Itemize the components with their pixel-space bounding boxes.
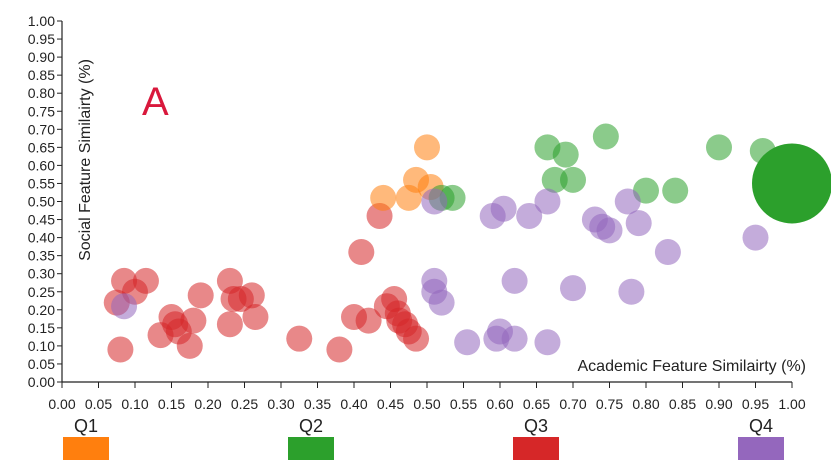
x-tick-label: 0.75 xyxy=(596,396,623,412)
data-point-q4 xyxy=(534,188,561,215)
panel-label: A xyxy=(142,80,169,124)
y-tick-label: 0.10 xyxy=(28,338,55,354)
x-tick-label: 0.55 xyxy=(450,396,477,412)
data-point-q2 xyxy=(560,166,586,193)
x-tick-label: 0.25 xyxy=(231,396,258,412)
data-point-q3 xyxy=(216,311,243,338)
y-tick-labels: 0.00 0.05 0.10 0.15 0.20 0.25 0.30 0.35 0.40 0.45… xyxy=(28,13,62,390)
y-tick-label: 0.95 xyxy=(28,31,55,47)
y-tick-label: 0.05 xyxy=(28,356,55,372)
data-point-q2 xyxy=(706,134,732,161)
data-point-q4 xyxy=(742,224,769,251)
y-tick-label: 1.00 xyxy=(28,13,55,29)
x-axis-title: Academic Feature Similairty (%) xyxy=(578,358,807,375)
data-point-q3 xyxy=(238,282,265,309)
data-point-q4 xyxy=(618,278,645,305)
data-point-q3 xyxy=(176,332,203,359)
data-point-q4 xyxy=(428,289,455,316)
x-tick-label: 0.30 xyxy=(267,396,294,412)
data-point-q3 xyxy=(132,267,159,294)
y-tick-label: 0.85 xyxy=(28,67,55,83)
y-tick-label: 0.25 xyxy=(28,284,55,300)
x-tick-labels: 0.00 0.05 0.10 0.15 0.20 0.25 0.30 0.35 0.40 0.45… xyxy=(48,382,806,412)
data-point-q3 xyxy=(355,307,382,334)
legend-swatch-q1 xyxy=(63,437,109,460)
legend-label-q1: Q1 xyxy=(74,416,98,436)
data-point-q4 xyxy=(516,202,543,229)
x-tick-label: 0.10 xyxy=(121,396,148,412)
x-tick-label: 0.35 xyxy=(304,396,331,412)
data-point-q3 xyxy=(107,336,134,363)
data-point-q2 xyxy=(552,141,579,168)
y-tick-label: 0.55 xyxy=(28,175,55,191)
x-tick-label: 0.20 xyxy=(194,396,221,412)
x-tick-label: 0.60 xyxy=(486,396,513,412)
x-tick-label: 0.50 xyxy=(413,396,440,412)
y-axis-title: Social Feature Similairty (%) xyxy=(77,59,94,261)
y-tick-label: 0.45 xyxy=(28,212,55,228)
legend-swatch-q3 xyxy=(513,437,559,460)
y-tick-label: 0.40 xyxy=(28,230,55,246)
data-point-q2 xyxy=(592,123,619,150)
x-tick-label: 0.70 xyxy=(559,396,586,412)
data-point-q1 xyxy=(414,134,440,161)
data-point-q2 xyxy=(752,143,831,224)
data-point-q4 xyxy=(614,188,641,215)
y-tick-label: 0.70 xyxy=(28,121,55,137)
data-point-q3 xyxy=(403,325,430,352)
x-tick-label: 0.15 xyxy=(158,396,185,412)
legend-swatch-q4 xyxy=(738,437,784,460)
y-tick-label: 0.50 xyxy=(28,194,55,210)
x-tick-label: 0.45 xyxy=(377,396,404,412)
data-point-q4 xyxy=(454,329,481,356)
y-tick-label: 0.15 xyxy=(28,320,55,336)
y-tick-label: 0.75 xyxy=(28,103,55,119)
data-point-q4 xyxy=(534,329,561,356)
y-tick-label: 0.30 xyxy=(28,266,55,282)
data-point-q1 xyxy=(370,184,397,211)
legend-label-q2: Q2 xyxy=(299,416,323,436)
legend-label-q4: Q4 xyxy=(749,416,773,436)
legend-label-q3: Q3 xyxy=(524,416,548,436)
points-layer xyxy=(103,123,831,363)
legend: Q1 Q2 Q3 Q4 xyxy=(63,416,784,460)
x-tick-label: 0.00 xyxy=(48,396,75,412)
x-tick-label: 0.95 xyxy=(742,396,769,412)
data-point-q3 xyxy=(348,239,375,266)
y-tick-label: 0.35 xyxy=(28,248,55,264)
data-point-q4 xyxy=(596,217,623,244)
y-tick-label: 0.00 xyxy=(28,374,55,390)
data-point-q4 xyxy=(654,239,681,266)
data-point-q2 xyxy=(541,166,568,193)
y-tick-label: 0.65 xyxy=(28,139,55,155)
data-point-q4 xyxy=(111,293,138,320)
data-point-q4 xyxy=(501,267,528,294)
data-point-q4 xyxy=(490,195,517,222)
x-tick-label: 0.40 xyxy=(340,396,367,412)
data-point-q2 xyxy=(662,177,689,204)
y-tick-label: 0.20 xyxy=(28,302,55,318)
x-tick-label: 0.85 xyxy=(669,396,696,412)
y-tick-label: 0.80 xyxy=(28,85,55,101)
data-point-q3 xyxy=(326,336,353,363)
x-tick-label: 0.90 xyxy=(705,396,732,412)
x-tick-label: 0.80 xyxy=(632,396,659,412)
x-tick-label: 0.05 xyxy=(85,396,112,412)
data-point-q4 xyxy=(625,210,652,237)
y-tick-label: 0.90 xyxy=(28,49,55,65)
data-point-q3 xyxy=(187,282,214,309)
x-tick-label: 1.00 xyxy=(778,396,805,412)
x-tick-label: 0.65 xyxy=(523,396,550,412)
data-point-q3 xyxy=(242,304,269,331)
data-point-q3 xyxy=(180,307,207,334)
data-point-q4 xyxy=(501,325,528,352)
data-point-q4 xyxy=(560,275,586,302)
data-point-q3 xyxy=(286,325,313,352)
legend-swatch-q2 xyxy=(288,437,334,460)
data-point-q4 xyxy=(421,188,448,215)
y-tick-label: 0.60 xyxy=(28,157,55,173)
